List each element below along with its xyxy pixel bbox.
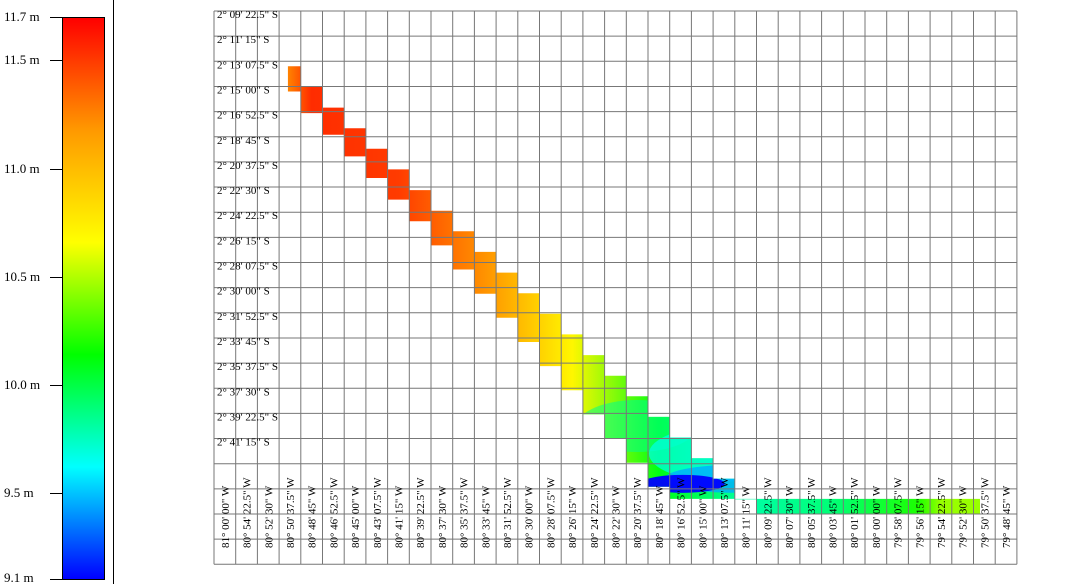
longitude-label: 81° 00' 00" W (220, 485, 232, 548)
longitude-label: 79° 58' 07.5" W (893, 477, 905, 548)
latitude-label: 2° 15' 00" S (217, 84, 270, 96)
longitude-label: 80° 43' 07.5" W (372, 477, 384, 548)
legend-panel: 11.7 m 11.5 m 11.0 m 10.5 m 10.0 m 9.5 m 9.1 m (0, 0, 114, 584)
longitude-label: 80° 22' 30" W (610, 485, 622, 548)
colorbar-tick-label: 11.7 m (4, 9, 40, 24)
latitude-label: 2° 41' 15" S (217, 437, 270, 449)
longitude-label: 80° 26' 15" W (567, 485, 579, 548)
longitude-label: 80° 05' 37.5" W (806, 477, 818, 548)
latitude-label: 2° 22' 30" S (217, 185, 270, 197)
longitude-label: 79° 52' 30" W (958, 485, 970, 548)
latitude-label: 2° 13' 07.5" S (217, 59, 278, 71)
longitude-label: 80° 31' 52.5" W (502, 477, 514, 548)
longitude-label: 80° 24' 22.5" W (589, 477, 601, 548)
colorbar-tick (50, 385, 62, 387)
latitude-label: 2° 33' 45" S (217, 336, 270, 348)
longitude-label: 80° 48' 45" W (307, 485, 319, 548)
latitude-label: 2° 20' 37.5" S (217, 160, 278, 172)
longitude-label: 80° 52' 30" W (263, 485, 275, 548)
longitude-label: 80° 15' 00" W (697, 485, 709, 548)
colorbar-tick-label: 11.0 m (4, 160, 40, 176)
longitude-label: 80° 50' 37.5" W (285, 477, 297, 548)
latitude-label: 2° 11' 15" S (217, 34, 269, 46)
map-grid (213, 10, 1018, 565)
colorbar-tick-label: 10.0 m (4, 377, 41, 393)
longitude-label: 80° 18' 45" W (654, 485, 666, 548)
colorbar (62, 17, 105, 580)
longitude-labels: 81° 00' 00" W 80° 54' 22.5" W 80° 52' 30" … (220, 477, 1013, 548)
colorbar-tick-label: 11.5 m (4, 52, 40, 68)
longitude-label: 80° 00' 00" W (871, 485, 883, 548)
latitude-label: 2° 30' 00" S (217, 286, 270, 298)
colorbar-tick (50, 17, 62, 18)
colorbar-tick-label: 9.5 m (4, 485, 34, 501)
longitude-label: 80° 09' 22.5" W (762, 477, 774, 548)
longitude-label: 80° 28' 07.5" W (545, 477, 557, 548)
longitude-label: 79° 48' 45" W (1001, 485, 1013, 548)
longitude-label: 80° 07' 30" W (784, 485, 796, 548)
longitude-label: 80° 01' 52.5" W (849, 477, 861, 548)
latitude-labels: 2° 09' 22.5" S 2° 11' 15" S 2° 13' 07.5" S… (217, 9, 278, 449)
longitude-label: 79° 54' 22.5" W (936, 477, 948, 548)
longitude-label: 80° 35' 37.5" W (459, 477, 471, 548)
longitude-label: 80° 03' 45" W (827, 485, 839, 548)
longitude-label: 79° 50' 37.5" W (979, 477, 991, 548)
latitude-label: 2° 16' 52.5" S (217, 110, 278, 122)
latitude-label: 2° 39' 22.5" S (217, 411, 278, 423)
latitude-label: 2° 35' 37.5" S (217, 361, 278, 373)
colorbar-tick (50, 493, 62, 495)
latitude-label: 2° 26' 15" S (217, 235, 270, 247)
longitude-label: 80° 16' 52.5" W (676, 477, 688, 548)
latitude-label: 2° 31' 52.5" S (217, 311, 278, 323)
colorbar-tick (50, 276, 62, 278)
longitude-label: 80° 37' 30" W (437, 485, 449, 548)
latitude-label: 2° 09' 22.5" S (217, 9, 278, 21)
longitude-label: 80° 20' 37.5" W (632, 477, 644, 548)
colorbar-tick-label: 10.5 m (4, 268, 41, 284)
colorbar-tick (50, 579, 62, 580)
longitude-label: 80° 45' 00" W (350, 485, 362, 548)
colorbar-tick-label: 9.1 m (4, 570, 34, 585)
longitude-label: 80° 54' 22.5" W (242, 477, 254, 548)
longitude-label: 80° 33' 45" W (480, 485, 492, 548)
longitude-label: 80° 30' 00" W (524, 485, 536, 548)
colorbar-tick (50, 168, 62, 170)
latitude-label: 2° 37' 30" S (217, 386, 270, 398)
latitude-label: 2° 24' 22.5" S (217, 210, 278, 222)
longitude-label: 80° 11' 15" W (741, 485, 753, 548)
longitude-label: 79° 56' 15" W (914, 485, 926, 548)
latitude-label: 2° 28' 07.5" S (217, 261, 278, 273)
longitude-label: 80° 46' 52.5" W (328, 477, 340, 548)
longitude-label: 80° 41' 15" W (393, 485, 405, 548)
longitude-label: 80° 13' 07.5" W (719, 477, 731, 548)
colorbar-tick (50, 60, 62, 62)
latitude-label: 2° 18' 45" S (217, 135, 270, 147)
longitude-label: 80° 39' 22.5" W (415, 477, 427, 548)
